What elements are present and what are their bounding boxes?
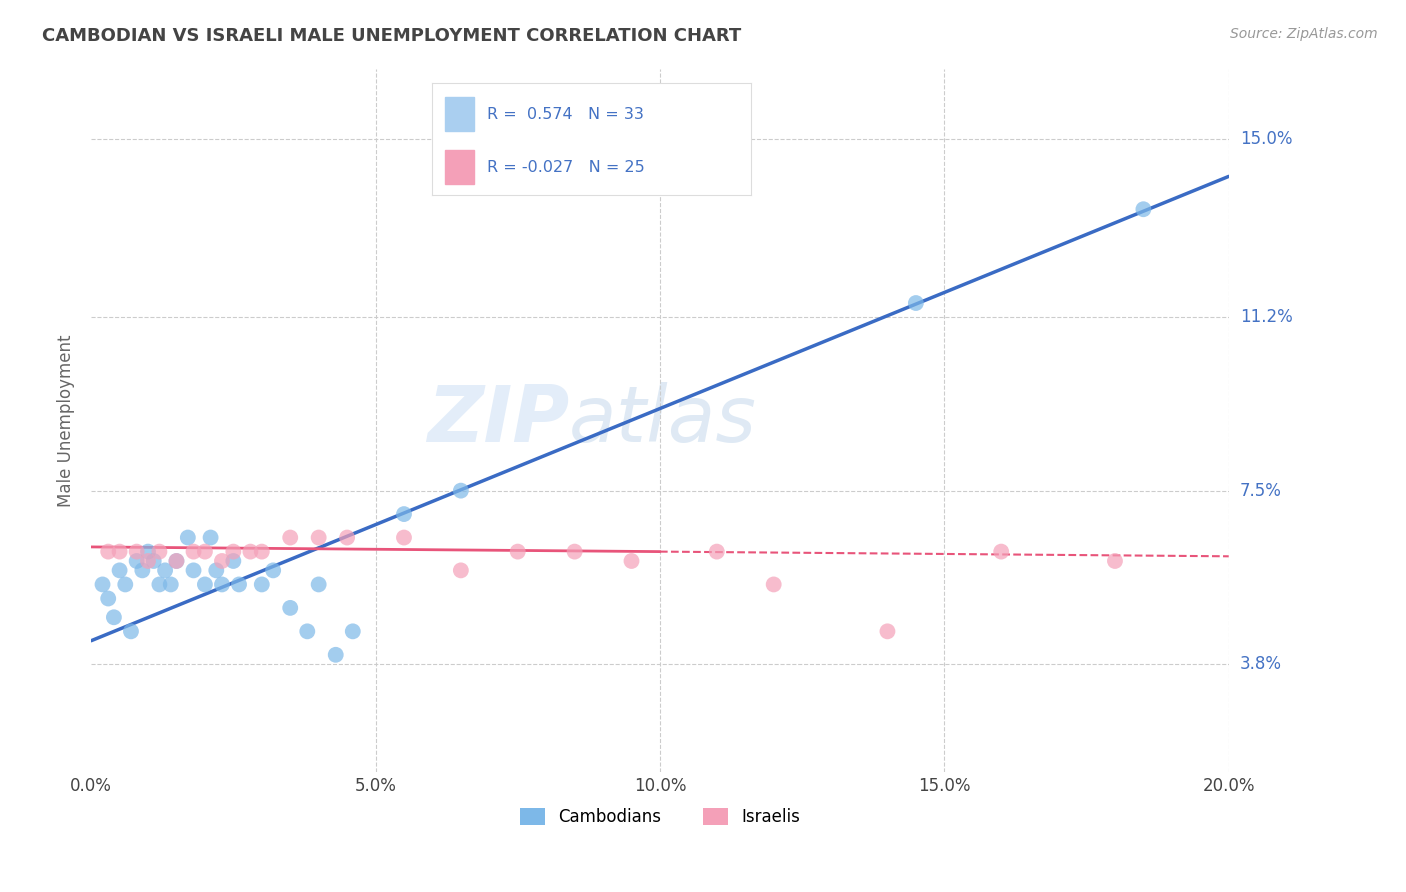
Point	[125, 544, 148, 558]
Point	[205, 563, 228, 577]
Text: 3.8%: 3.8%	[1240, 656, 1282, 673]
Text: CAMBODIAN VS ISRAELI MALE UNEMPLOYMENT CORRELATION CHART: CAMBODIAN VS ISRAELI MALE UNEMPLOYMENT C…	[42, 27, 741, 45]
Point	[211, 554, 233, 568]
Point	[148, 577, 170, 591]
Point	[1132, 202, 1154, 217]
Point	[183, 544, 205, 558]
Point	[159, 577, 181, 591]
Point	[136, 544, 159, 558]
Point	[564, 544, 586, 558]
Point	[250, 544, 273, 558]
Point	[142, 554, 165, 568]
Point	[222, 554, 245, 568]
Text: ZIP: ZIP	[426, 383, 569, 458]
Point	[91, 577, 114, 591]
Point	[250, 577, 273, 591]
Point	[762, 577, 785, 591]
Point	[239, 544, 262, 558]
Point	[228, 577, 250, 591]
Point	[125, 554, 148, 568]
Point	[278, 600, 301, 615]
Text: 15.0%: 15.0%	[1240, 130, 1292, 148]
Point	[166, 554, 188, 568]
Point	[990, 544, 1012, 558]
Point	[194, 577, 217, 591]
Point	[904, 296, 927, 310]
Point	[108, 563, 131, 577]
Point	[97, 591, 120, 606]
Point	[392, 507, 415, 521]
Text: atlas: atlas	[569, 383, 756, 458]
Y-axis label: Male Unemployment: Male Unemployment	[58, 334, 75, 507]
Point	[222, 544, 245, 558]
Point	[308, 531, 330, 545]
Point	[97, 544, 120, 558]
Point	[876, 624, 898, 639]
Legend: Cambodians, Israelis: Cambodians, Israelis	[512, 799, 808, 834]
Point	[136, 554, 159, 568]
Point	[194, 544, 217, 558]
Text: Source: ZipAtlas.com: Source: ZipAtlas.com	[1230, 27, 1378, 41]
Point	[342, 624, 364, 639]
Point	[278, 531, 301, 545]
Point	[183, 563, 205, 577]
Point	[114, 577, 136, 591]
Point	[506, 544, 529, 558]
Point	[706, 544, 728, 558]
Point	[166, 554, 188, 568]
Point	[336, 531, 359, 545]
Point	[1104, 554, 1126, 568]
Point	[308, 577, 330, 591]
Point	[120, 624, 142, 639]
Point	[131, 563, 153, 577]
Point	[620, 554, 643, 568]
Point	[297, 624, 319, 639]
Point	[392, 531, 415, 545]
Point	[153, 563, 176, 577]
Text: 7.5%: 7.5%	[1240, 482, 1282, 500]
Point	[325, 648, 347, 662]
Point	[103, 610, 125, 624]
Point	[177, 531, 200, 545]
Point	[450, 483, 472, 498]
Point	[211, 577, 233, 591]
Point	[262, 563, 284, 577]
Point	[148, 544, 170, 558]
Text: 11.2%: 11.2%	[1240, 308, 1292, 326]
Point	[108, 544, 131, 558]
Point	[450, 563, 472, 577]
Point	[200, 531, 222, 545]
